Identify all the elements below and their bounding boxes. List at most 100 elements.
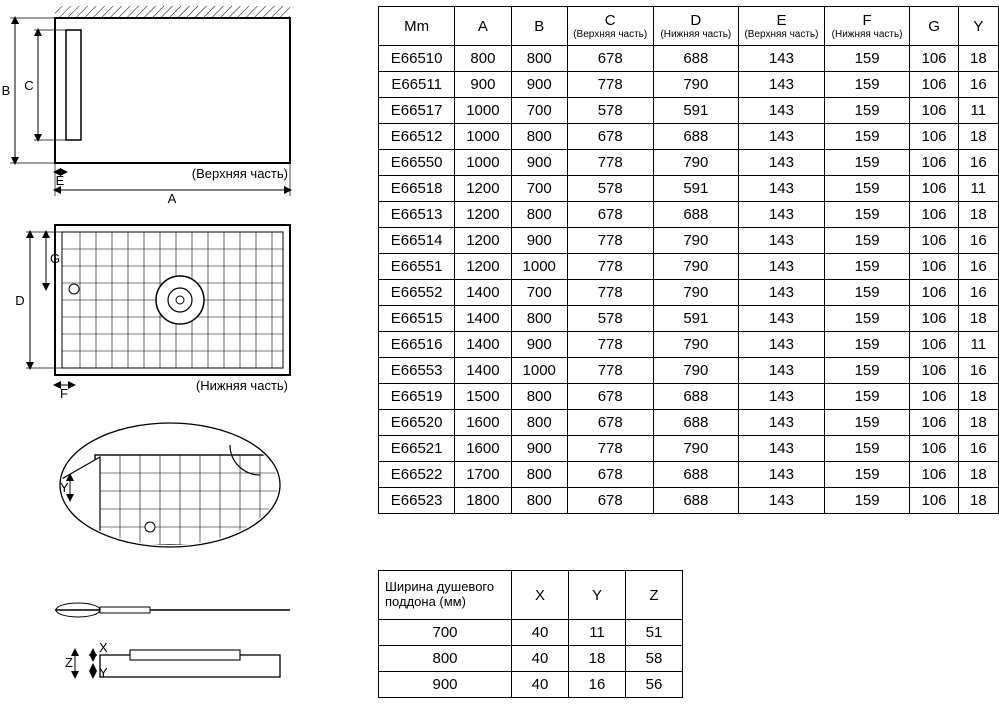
cell: 800: [511, 306, 567, 332]
diagram-column: (Верхняя часть) A B C E: [0, 0, 370, 719]
col-C-label: C: [568, 12, 653, 29]
width-header-row: Ширина душевого поддона (мм) X Y Z: [379, 571, 683, 620]
col-E-label: E: [739, 12, 824, 29]
dim-B: B: [2, 83, 11, 98]
cell: 778: [567, 72, 653, 98]
bottom-note: (Нижняя часть): [196, 378, 288, 393]
cell: 688: [653, 46, 739, 72]
cell: 159: [824, 358, 910, 384]
cell: 688: [653, 124, 739, 150]
cell: 143: [739, 384, 825, 410]
cell: 106: [910, 202, 958, 228]
cell: 16: [958, 280, 998, 306]
cell: E66553: [379, 358, 455, 384]
cell: 40: [512, 646, 569, 672]
cell: 1600: [455, 436, 511, 462]
cell: 106: [910, 358, 958, 384]
diagrams-svg: (Верхняя часть) A B C E: [0, 0, 370, 719]
cell: 159: [824, 72, 910, 98]
cell: 900: [511, 72, 567, 98]
main-table-head: Mm A B C (Верхняя часть) D (Нижняя часть…: [379, 7, 999, 46]
cell: 800: [455, 46, 511, 72]
cell: 1200: [455, 176, 511, 202]
table-row: E66521160090077879014315910616: [379, 436, 999, 462]
cell: 159: [824, 228, 910, 254]
cell: 678: [567, 384, 653, 410]
cell: E66515: [379, 306, 455, 332]
cell: 18: [958, 410, 998, 436]
cell: 18: [958, 462, 998, 488]
cell: 1000: [455, 98, 511, 124]
cell: 106: [910, 332, 958, 358]
cell: E66518: [379, 176, 455, 202]
cell: 18: [958, 46, 998, 72]
dim-F: F: [60, 386, 68, 401]
cell: 106: [910, 488, 958, 514]
cell: 11: [569, 620, 626, 646]
table-row: E66516140090077879014315910611: [379, 332, 999, 358]
cell: 159: [824, 280, 910, 306]
cell: 688: [653, 384, 739, 410]
col-mm: Mm: [379, 7, 455, 46]
cell: 700: [511, 280, 567, 306]
cell: 800: [511, 410, 567, 436]
cell: 143: [739, 280, 825, 306]
col-Y: Y: [958, 7, 998, 46]
cell: 688: [653, 202, 739, 228]
cell: 106: [910, 150, 958, 176]
cell: E66514: [379, 228, 455, 254]
table-row: E66552140070077879014315910616: [379, 280, 999, 306]
cell: 58: [626, 646, 683, 672]
cell: 1000: [455, 124, 511, 150]
cell: 678: [567, 124, 653, 150]
dim-D: D: [15, 293, 24, 308]
cell: 143: [739, 98, 825, 124]
cell: 678: [567, 488, 653, 514]
cell: 591: [653, 306, 739, 332]
cell: 106: [910, 46, 958, 72]
cell: 18: [958, 202, 998, 228]
cell: 1200: [455, 228, 511, 254]
col-F-sub: (Нижняя часть): [825, 29, 910, 40]
cell: 800: [511, 46, 567, 72]
width-table: Ширина душевого поддона (мм) X Y Z 70040…: [378, 570, 683, 698]
cell: E66512: [379, 124, 455, 150]
cell: 159: [824, 254, 910, 280]
cell: 578: [567, 306, 653, 332]
cell: 1800: [455, 488, 511, 514]
cell: 778: [567, 332, 653, 358]
cell: 900: [511, 436, 567, 462]
table-row: E665531400100077879014315910616: [379, 358, 999, 384]
cell: E66510: [379, 46, 455, 72]
cell: 106: [910, 176, 958, 202]
cell: 11: [958, 176, 998, 202]
cell: 778: [567, 254, 653, 280]
detail-ellipse: Y: [60, 423, 295, 547]
cell: 159: [824, 202, 910, 228]
cell: 106: [910, 384, 958, 410]
cell: 106: [910, 436, 958, 462]
cell: 790: [653, 254, 739, 280]
dim-A: A: [168, 191, 177, 206]
cell: 159: [824, 332, 910, 358]
table-row: E665511200100077879014315910616: [379, 254, 999, 280]
cell: 159: [824, 462, 910, 488]
top-note: (Верхняя часть): [192, 166, 288, 181]
cell: 1500: [455, 384, 511, 410]
col-D-sub: (Нижняя часть): [654, 29, 739, 40]
cell: 106: [910, 410, 958, 436]
cell: 106: [910, 72, 958, 98]
dim-C: C: [24, 78, 33, 93]
cell: 900: [455, 72, 511, 98]
width-col-X: X: [512, 571, 569, 620]
cell: 790: [653, 358, 739, 384]
cell: 143: [739, 332, 825, 358]
main-table: Mm A B C (Верхняя часть) D (Нижняя часть…: [378, 6, 999, 514]
col-F: F (Нижняя часть): [824, 7, 910, 46]
cell: 16: [958, 358, 998, 384]
cell: 16: [958, 72, 998, 98]
cell: 800: [511, 202, 567, 228]
profile-views: Z X Y: [55, 603, 290, 680]
cell: 678: [567, 410, 653, 436]
cell: 578: [567, 98, 653, 124]
